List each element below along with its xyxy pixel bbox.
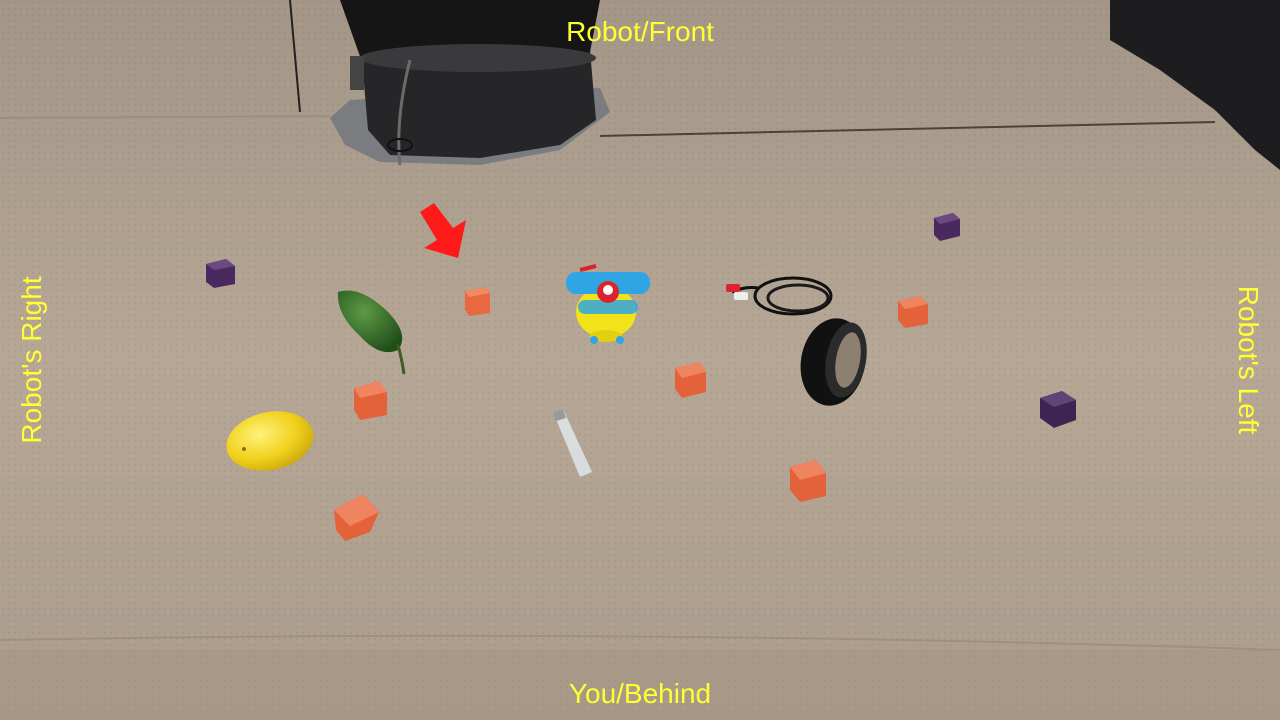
lemon xyxy=(226,411,314,471)
equipment-corner xyxy=(1110,0,1280,170)
purple-block-right xyxy=(1040,391,1076,428)
duct-tape-roll xyxy=(800,318,867,406)
robot-right-label: Robot's Right xyxy=(16,276,47,444)
purple-block-back-right xyxy=(934,213,960,241)
purple-block-left xyxy=(206,259,235,288)
orange-block xyxy=(675,362,706,398)
orange-block-target xyxy=(465,287,490,316)
behind-label: You/Behind xyxy=(568,678,712,709)
green-pepper xyxy=(337,290,406,375)
toy-airplane xyxy=(566,264,650,344)
glass-tube xyxy=(553,409,592,477)
orange-block xyxy=(354,381,387,420)
orange-block xyxy=(790,460,826,502)
audio-cable xyxy=(726,276,833,316)
red-arrow-icon xyxy=(420,203,466,258)
orange-block xyxy=(898,296,928,328)
orange-block xyxy=(334,494,379,541)
robot-base xyxy=(289,0,610,166)
robot-left-label: Robot's Left xyxy=(1233,285,1264,435)
front-label: Robot/Front xyxy=(566,16,714,47)
